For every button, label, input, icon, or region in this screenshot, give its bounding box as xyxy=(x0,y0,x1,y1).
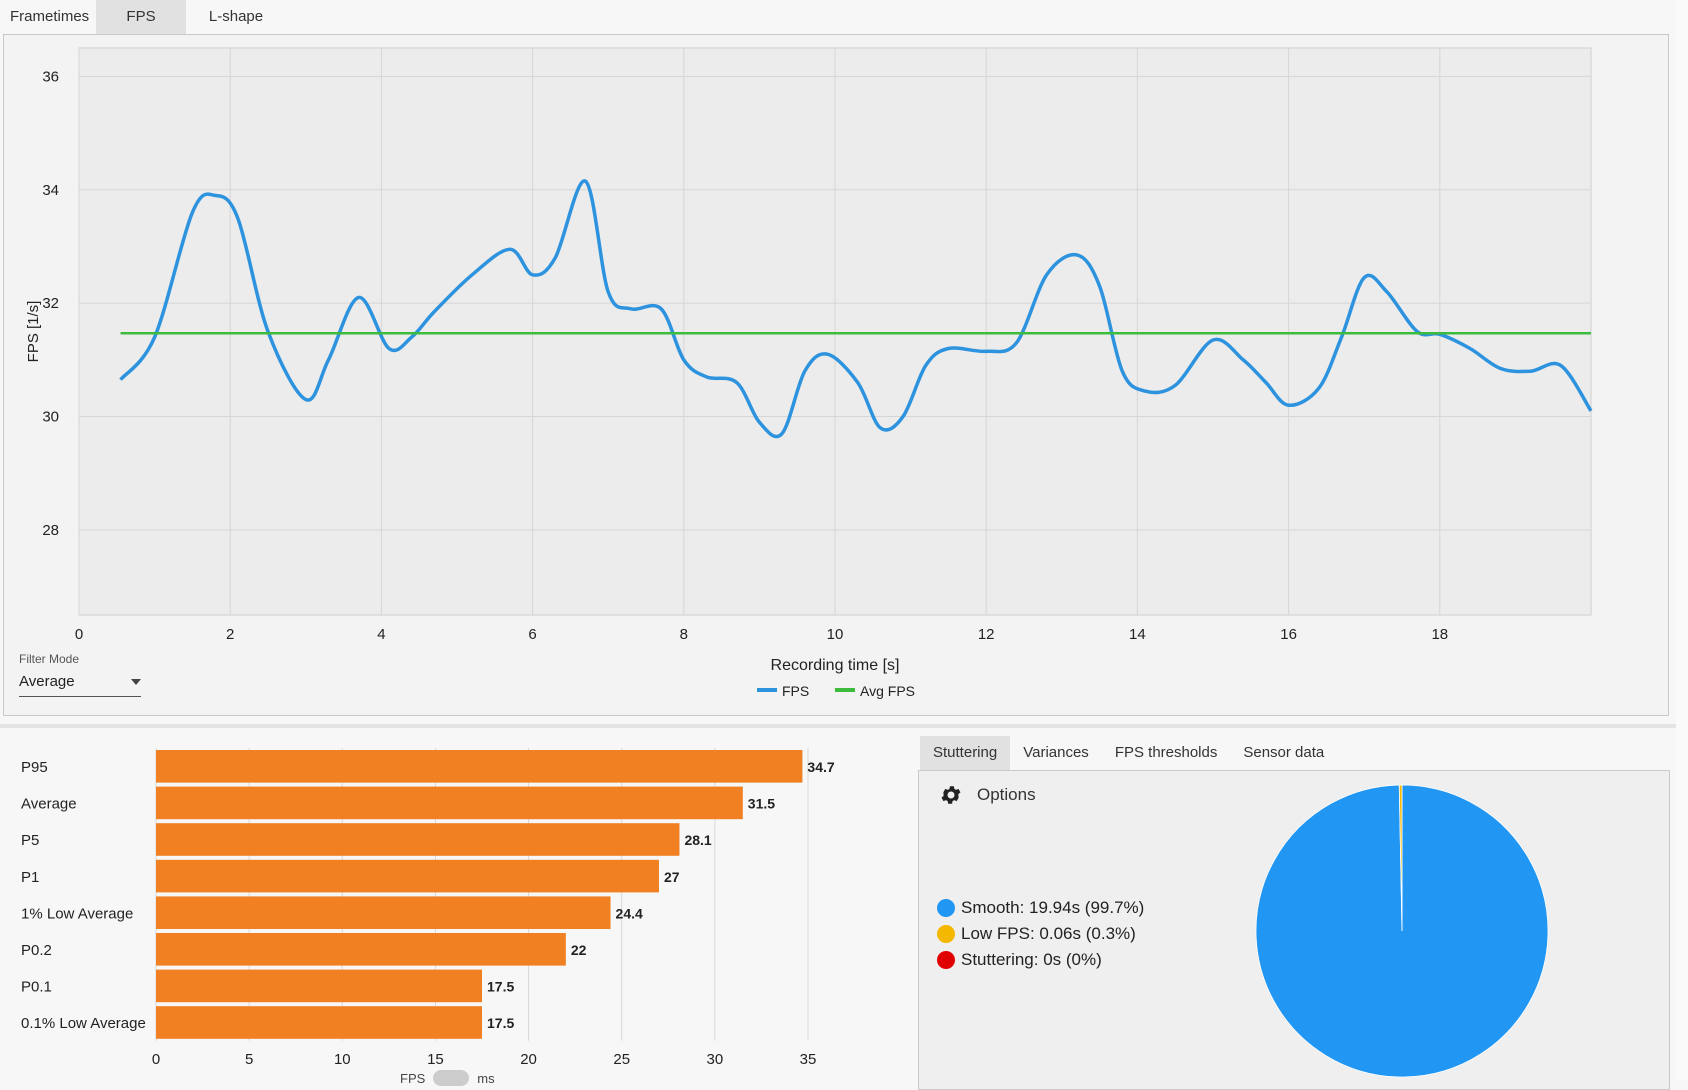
bar xyxy=(156,969,482,1003)
tab-fps-thresholds[interactable]: FPS thresholds xyxy=(1114,744,1218,761)
legend-smooth-text: Smooth: 19.94s (99.7%) xyxy=(961,898,1145,917)
x-tick-label: 30 xyxy=(707,1051,724,1068)
data-label: 27 xyxy=(664,869,680,885)
x-tick-label: 12 xyxy=(978,626,995,643)
legend-label: Avg FPS xyxy=(860,683,915,699)
category-label: P5 xyxy=(21,832,39,849)
stuttering-legend: Smooth: 19.94s (99.7%) Low FPS: 0.06s (0… xyxy=(937,895,1144,973)
toggle-label-ms: ms xyxy=(477,1070,495,1086)
fps-series-line xyxy=(119,179,1593,439)
y-tick-label: 30 xyxy=(42,409,59,426)
category-label: Average xyxy=(21,796,77,813)
data-label: 17.5 xyxy=(487,979,514,995)
chevron-down-icon xyxy=(131,679,141,685)
category-label: P0.1 xyxy=(21,979,52,996)
y-tick-label: 34 xyxy=(42,182,59,199)
x-tick-label: 25 xyxy=(613,1051,630,1068)
category-label: P95 xyxy=(21,759,48,776)
x-tick-label: 18 xyxy=(1431,626,1448,643)
tab-fps[interactable]: FPS xyxy=(96,0,186,34)
x-tick-label: 8 xyxy=(680,626,688,643)
x-tick-label: 0 xyxy=(152,1051,160,1068)
smooth-dot-icon xyxy=(937,899,955,917)
options-button[interactable]: Options xyxy=(939,783,1036,807)
category-label: P0.2 xyxy=(21,942,52,959)
fps-metrics-bar-chart: 0 5 10 15 20 25 30 35 P95 34.7 Average 31.5 P5 28.1 P1… xyxy=(21,748,835,1068)
x-tick-label: 2 xyxy=(226,626,234,643)
data-label: 17.5 xyxy=(487,1015,514,1031)
legend-stuttering: Stuttering: 0s (0%) xyxy=(937,947,1144,973)
legend-low-fps: Low FPS: 0.06s (0.3%) xyxy=(937,921,1144,947)
bar xyxy=(156,933,566,966)
legend-swatch xyxy=(757,688,777,692)
view-tabs: Frametimes FPS L-shape xyxy=(0,0,1688,34)
data-label: 22 xyxy=(571,942,587,958)
stuttering-dot-icon xyxy=(937,951,955,969)
y-tick-label: 32 xyxy=(42,295,59,312)
section-divider xyxy=(0,724,1676,728)
x-tick-label: 16 xyxy=(1280,626,1297,643)
filter-mode-dropdown[interactable]: Filter Mode Average xyxy=(19,652,141,700)
bar xyxy=(156,1006,482,1039)
x-tick-label: 20 xyxy=(520,1051,537,1068)
x-tick-label: 35 xyxy=(800,1051,817,1068)
bar xyxy=(156,823,680,856)
legend-label: FPS xyxy=(782,683,809,699)
options-label: Options xyxy=(977,785,1036,804)
tab-variances[interactable]: Variances xyxy=(1023,744,1089,761)
x-axis-label: Recording time [s] xyxy=(771,657,900,674)
data-label: 24.4 xyxy=(616,905,643,921)
tab-sensor-data[interactable]: Sensor data xyxy=(1243,744,1325,761)
bar xyxy=(156,896,611,929)
x-tick-label: 6 xyxy=(528,626,536,643)
bar xyxy=(156,859,659,893)
filter-mode-select[interactable]: Average xyxy=(19,673,141,697)
tab-l-shape[interactable]: L-shape xyxy=(208,8,264,25)
data-label: 34.7 xyxy=(807,759,834,775)
legend-low-fps-text: Low FPS: 0.06s (0.3%) xyxy=(961,924,1136,943)
unit-toggle[interactable]: FPS ms xyxy=(400,1070,495,1086)
pie-slice-low-fps xyxy=(1398,784,1403,932)
filter-mode-value: Average xyxy=(19,673,75,690)
low-fps-dot-icon xyxy=(937,925,955,943)
x-tick-label: 10 xyxy=(827,626,844,643)
legend-swatch xyxy=(835,688,855,692)
bar xyxy=(156,750,803,783)
toggle-label-fps: FPS xyxy=(400,1070,426,1086)
gear-icon xyxy=(941,786,961,804)
y-tick-label: 28 xyxy=(42,522,59,539)
x-tick-label: 0 xyxy=(75,626,83,643)
legend-stuttering-text: Stuttering: 0s (0%) xyxy=(961,950,1102,969)
tab-frametimes[interactable]: Frametimes xyxy=(10,8,90,25)
fps-line-chart: 0 2 4 6 8 10 12 14 16 18 28 30 32 34 36 Recording time … xyxy=(25,47,1593,699)
data-label: 28.1 xyxy=(684,832,711,848)
y-tick-label: 36 xyxy=(42,68,59,85)
category-label: P1 xyxy=(21,869,39,886)
legend-smooth: Smooth: 19.94s (99.7%) xyxy=(937,895,1144,921)
toggle-switch[interactable] xyxy=(433,1070,470,1086)
category-label: 0.1% Low Average xyxy=(21,1015,146,1032)
analysis-tabs: Stuttering Variances FPS thresholds Sens… xyxy=(920,736,1337,770)
x-tick-label: 10 xyxy=(334,1051,351,1068)
data-label: 31.5 xyxy=(748,796,775,812)
x-tick-label: 15 xyxy=(427,1051,444,1068)
tab-stuttering[interactable]: Stuttering xyxy=(920,736,1011,770)
x-tick-label: 14 xyxy=(1129,626,1146,643)
y-axis-label: FPS [1/s] xyxy=(25,301,42,363)
category-label: 1% Low Average xyxy=(21,905,133,922)
stuttering-pie-chart xyxy=(1255,784,1549,1078)
stuttering-panel: Options Smooth: 19.94s (99.7%) Low FPS: … xyxy=(918,770,1670,1090)
bar xyxy=(156,786,743,820)
filter-mode-label: Filter Mode xyxy=(19,652,80,666)
x-tick-label: 4 xyxy=(377,626,385,643)
scrollbar-track[interactable] xyxy=(1676,0,1688,1080)
x-tick-label: 5 xyxy=(245,1051,253,1068)
